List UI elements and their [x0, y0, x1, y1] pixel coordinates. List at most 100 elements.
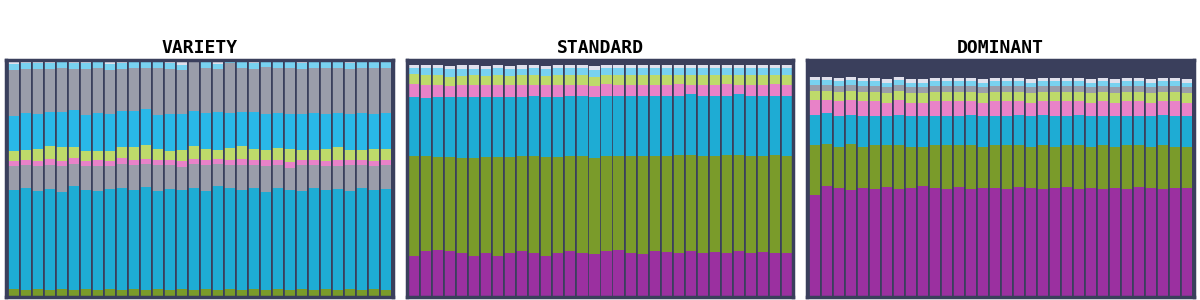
Bar [636, 65, 648, 68]
Bar [1001, 101, 1012, 116]
Bar [769, 95, 780, 155]
Bar [320, 59, 331, 62]
Bar [965, 189, 976, 297]
Bar [272, 160, 283, 165]
Bar [320, 161, 331, 166]
Bar [492, 85, 503, 97]
Bar [408, 84, 419, 97]
Bar [284, 148, 295, 162]
Bar [881, 116, 892, 145]
Bar [1061, 81, 1072, 86]
Bar [420, 156, 431, 251]
Bar [953, 145, 964, 187]
Bar [1013, 187, 1024, 297]
Bar [989, 188, 1000, 297]
Bar [809, 145, 820, 195]
Bar [917, 82, 928, 87]
Bar [296, 63, 307, 68]
Bar [528, 65, 540, 68]
Bar [733, 94, 744, 155]
Bar [408, 65, 419, 68]
Bar [564, 156, 576, 251]
Bar [757, 68, 768, 75]
Bar [55, 290, 67, 297]
Bar [368, 59, 379, 62]
Bar [284, 162, 295, 168]
Bar [881, 79, 892, 83]
Bar [881, 187, 892, 297]
Bar [977, 82, 988, 87]
Bar [79, 63, 91, 68]
Bar [260, 166, 271, 191]
Bar [344, 150, 355, 160]
Bar [821, 80, 832, 85]
Bar [989, 78, 1000, 81]
Bar [1133, 78, 1145, 81]
Bar [67, 69, 79, 110]
Bar [368, 62, 379, 68]
Bar [356, 290, 367, 297]
Bar [296, 68, 307, 114]
Bar [236, 165, 247, 190]
Bar [444, 97, 455, 157]
Bar [420, 65, 431, 68]
Bar [92, 160, 103, 166]
Bar [468, 97, 479, 158]
Bar [552, 157, 564, 253]
Bar [480, 66, 491, 70]
Bar [697, 75, 708, 85]
Bar [432, 65, 443, 68]
Bar [917, 186, 928, 297]
Bar [31, 60, 43, 63]
Bar [368, 114, 379, 149]
Bar [745, 95, 756, 156]
Bar [1001, 81, 1012, 86]
Bar [612, 95, 624, 156]
Bar [721, 65, 732, 68]
Bar [1073, 145, 1084, 189]
Bar [356, 150, 367, 160]
Bar [1013, 145, 1024, 187]
Bar [1181, 87, 1193, 93]
Bar [941, 101, 952, 116]
Bar [1157, 81, 1169, 86]
Bar [308, 59, 319, 62]
Bar [248, 63, 259, 68]
Bar [781, 156, 792, 253]
Bar [188, 146, 199, 159]
Bar [745, 75, 756, 85]
Bar [1169, 101, 1181, 116]
Bar [660, 252, 672, 297]
Bar [1001, 92, 1012, 101]
Bar [1049, 188, 1060, 297]
Bar [212, 112, 223, 150]
Bar [905, 103, 916, 116]
Bar [152, 60, 163, 62]
Bar [809, 76, 820, 80]
Bar [733, 85, 744, 94]
Bar [356, 59, 367, 62]
Bar [612, 250, 624, 297]
Bar [564, 75, 576, 85]
Bar [1181, 116, 1193, 146]
Bar [809, 100, 820, 115]
Bar [528, 95, 540, 156]
Bar [1085, 146, 1096, 188]
Bar [821, 91, 832, 100]
Bar [893, 115, 904, 145]
Bar [636, 85, 648, 95]
Bar [1001, 189, 1012, 297]
Bar [320, 289, 331, 297]
Bar [468, 85, 479, 97]
Bar [833, 92, 844, 101]
Bar [19, 60, 31, 63]
Bar [588, 70, 600, 76]
Bar [116, 63, 127, 69]
Bar [869, 116, 880, 145]
Bar [492, 65, 503, 68]
Bar [200, 60, 211, 62]
Bar [781, 95, 792, 156]
Bar [296, 191, 307, 290]
Bar [380, 290, 391, 297]
Bar [308, 150, 319, 160]
